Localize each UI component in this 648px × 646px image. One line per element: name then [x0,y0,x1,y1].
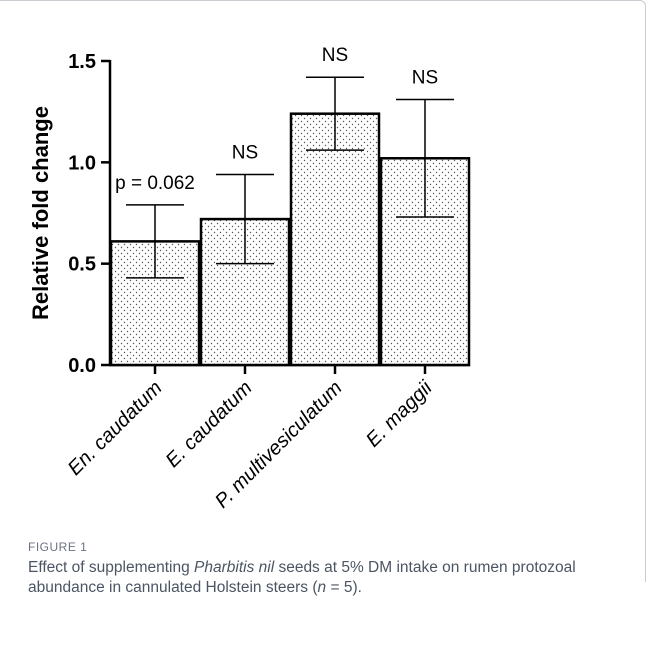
y-tick-label: 0.0 [68,355,96,377]
figure-label: FIGURE 1 [28,540,88,554]
y-tick-label: 1.0 [68,152,96,174]
caption-part3: = 5). [326,579,362,596]
y-axis-label: Relative fold change [28,106,53,320]
caption-part2: seeds at 5% DM intake on rumen protozoal… [28,559,576,596]
figure-caption: FIGURE 1 Effect of supplementing Pharbit… [28,540,628,598]
x-tick-label: E. maggii [362,377,437,452]
figure-frame [0,0,646,582]
x-tick-label: E. caudatum [162,377,257,472]
caption-n: n [317,579,327,596]
bar-annotation: p = 0.062 [115,173,195,194]
bar-annotation: NS [232,142,258,163]
x-tick-label: En. caudatum [64,377,167,480]
bar [289,112,381,367]
bar-annotation: NS [322,45,348,66]
bar-annotation: NS [412,68,438,89]
y-tick-label: 1.5 [68,51,96,73]
bar-chart: 0.0 0.5 1.0 1.5 Relative fold change p = 0.0… [28,45,471,513]
caption-part1: Effect of supplementing [28,559,195,576]
y-tick-label: 0.5 [68,254,96,276]
caption-text: Effect of supplementing Pharbitis nil se… [28,558,628,598]
caption-species: Pharbitis nil [194,559,275,576]
